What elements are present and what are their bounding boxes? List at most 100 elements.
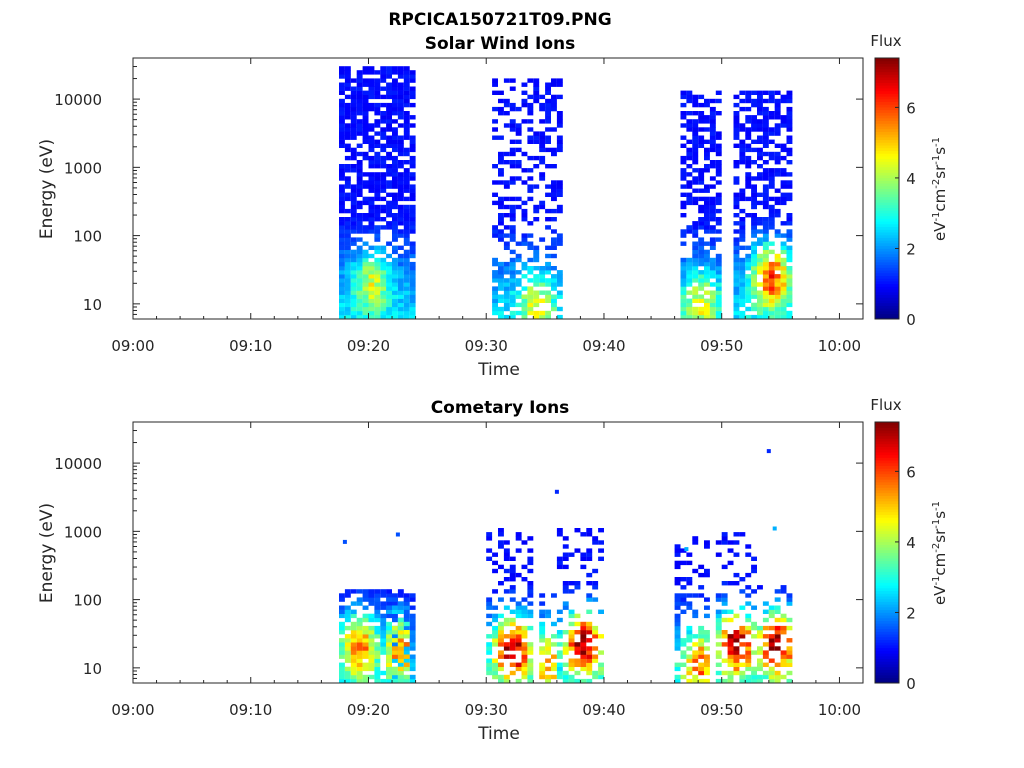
- heatmap-cell: [356, 638, 363, 643]
- heatmap-cell: [492, 233, 498, 238]
- heatmap-cell: [362, 111, 369, 116]
- heatmap-cell: [586, 552, 593, 557]
- heatmap-cell: [739, 147, 746, 153]
- heatmap-cell: [344, 106, 351, 112]
- heatmap-cell: [692, 249, 699, 255]
- heatmap-cell: [709, 111, 716, 116]
- heatmap-cell: [556, 564, 563, 570]
- heatmap-cell: [527, 585, 534, 590]
- heatmap-cell: [409, 266, 416, 271]
- heatmap-cell: [509, 642, 516, 647]
- heatmap-cell: [709, 147, 716, 153]
- heatmap-cell: [739, 151, 746, 157]
- heatmap-cell: [704, 253, 710, 259]
- heatmap-cell: [774, 151, 781, 157]
- heatmap-cell: [762, 188, 769, 193]
- heatmap-cell: [715, 131, 722, 136]
- heatmap-cell: [692, 155, 699, 161]
- heatmap-cell: [680, 593, 687, 598]
- heatmap-cell: [498, 196, 504, 202]
- heatmap-cell: [386, 115, 392, 120]
- heatmap-cell: [356, 188, 363, 193]
- heatmap-cell: [709, 266, 716, 271]
- heatmap-cell: [362, 225, 369, 230]
- colorbar-swatch: [875, 291, 899, 296]
- heatmap-cell: [397, 123, 404, 128]
- heatmap-cell: [356, 111, 363, 116]
- heatmap-cell: [362, 310, 369, 316]
- heatmap-cell: [350, 302, 357, 308]
- heatmap-cell: [751, 196, 757, 202]
- heatmap-cell: [739, 123, 746, 128]
- heatmap-cell: [515, 278, 522, 283]
- heatmap-cell: [715, 180, 722, 185]
- heatmap-cell: [498, 314, 504, 320]
- heatmap-cell: [704, 200, 710, 206]
- heatmap-cell: [521, 658, 528, 663]
- heatmap-cell: [562, 552, 569, 557]
- heatmap-cell: [356, 650, 363, 655]
- heatmap-cell: [768, 217, 775, 222]
- heatmap-cell: [397, 638, 404, 643]
- heatmap-cell: [362, 78, 369, 83]
- y-tick-label: 100: [73, 592, 102, 610]
- heatmap-cell: [403, 634, 410, 639]
- heatmap-cell: [545, 102, 551, 108]
- heatmap-cell: [492, 670, 498, 676]
- heatmap-cell: [739, 670, 746, 676]
- heatmap-cell: [509, 266, 516, 271]
- heatmap-cell: [574, 621, 581, 627]
- heatmap-cell: [574, 630, 581, 635]
- heatmap-cell: [715, 613, 722, 619]
- heatmap-cell: [515, 160, 522, 165]
- heatmap-cell: [374, 225, 381, 230]
- heatmap-cell: [515, 630, 522, 635]
- heatmap-cell: [380, 249, 387, 255]
- heatmap-cell: [704, 261, 710, 267]
- heatmap-cell: [397, 192, 404, 197]
- heatmap-cell: [568, 638, 575, 643]
- heatmap-cell: [704, 164, 710, 169]
- heatmap-cell: [704, 127, 710, 132]
- heatmap-cell: [786, 135, 793, 140]
- heatmap-cell: [680, 176, 687, 181]
- heatmap-cell: [774, 290, 781, 295]
- heatmap-cell: [397, 678, 404, 684]
- heatmap-cell: [356, 217, 363, 222]
- heatmap-cell: [339, 642, 345, 647]
- heatmap-cell: [545, 666, 551, 672]
- heatmap-cell: [509, 261, 516, 267]
- heatmap-cell: [397, 298, 404, 303]
- heatmap-cell: [692, 253, 699, 259]
- heatmap-cell: [721, 617, 728, 623]
- heatmap-cell: [374, 302, 381, 308]
- heatmap-cell: [762, 106, 769, 112]
- heatmap-cell: [527, 257, 534, 263]
- heatmap-cell: [715, 593, 722, 598]
- heatmap-cell: [509, 609, 516, 614]
- heatmap-cell: [745, 650, 752, 655]
- heatmap-cell: [539, 270, 546, 275]
- heatmap-cell: [739, 143, 746, 148]
- heatmap-cell: [403, 662, 410, 667]
- heatmap-cell: [368, 188, 375, 193]
- heatmap-cell: [556, 294, 563, 299]
- heatmap-cell: [698, 286, 705, 291]
- heatmap-cell: [374, 192, 381, 197]
- heatmap-cell: [733, 237, 740, 242]
- heatmap-cell: [344, 196, 351, 202]
- heatmap-cell: [556, 119, 563, 124]
- colorbar-swatch: [875, 98, 899, 102]
- heatmap-cell: [486, 634, 493, 639]
- heatmap-cell: [486, 532, 493, 537]
- heatmap-cell: [339, 241, 345, 246]
- heatmap-cell: [551, 102, 557, 108]
- heatmap-cell: [350, 90, 357, 95]
- heatmap-cell: [786, 237, 793, 242]
- heatmap-cell: [350, 658, 357, 663]
- heatmap-cell: [751, 204, 757, 210]
- heatmap-cell: [339, 298, 345, 303]
- heatmap-cell: [368, 634, 375, 639]
- heatmap-cell: [392, 143, 398, 148]
- heatmap-cell: [386, 241, 392, 246]
